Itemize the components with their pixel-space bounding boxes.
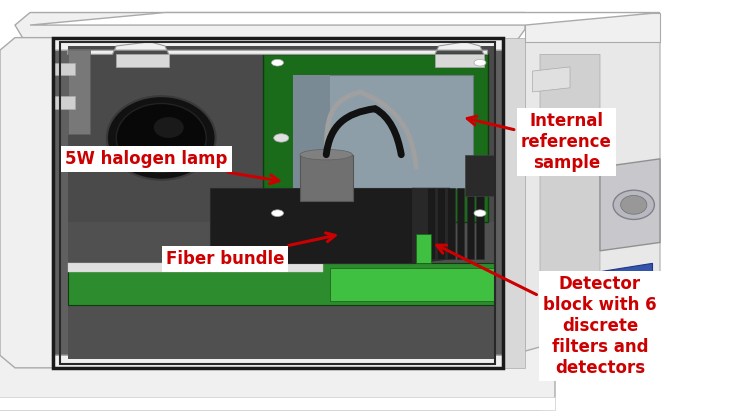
- Polygon shape: [600, 263, 652, 314]
- Text: Internal
reference
sample: Internal reference sample: [467, 112, 612, 172]
- Polygon shape: [330, 268, 495, 301]
- Polygon shape: [457, 188, 464, 259]
- Circle shape: [272, 59, 284, 66]
- Polygon shape: [525, 42, 660, 376]
- Polygon shape: [465, 155, 495, 196]
- Polygon shape: [292, 75, 330, 188]
- Circle shape: [474, 210, 486, 217]
- Ellipse shape: [154, 117, 184, 138]
- Polygon shape: [466, 188, 474, 259]
- Polygon shape: [255, 46, 495, 230]
- Circle shape: [274, 134, 289, 142]
- Polygon shape: [525, 13, 660, 42]
- Polygon shape: [53, 38, 503, 368]
- Polygon shape: [437, 188, 445, 259]
- Polygon shape: [68, 42, 488, 54]
- Polygon shape: [600, 159, 660, 251]
- Ellipse shape: [116, 103, 206, 173]
- Polygon shape: [15, 13, 525, 50]
- Polygon shape: [30, 13, 660, 25]
- Polygon shape: [503, 38, 525, 368]
- Polygon shape: [68, 50, 90, 134]
- Polygon shape: [476, 188, 484, 259]
- Circle shape: [272, 210, 284, 217]
- Polygon shape: [53, 96, 75, 109]
- Polygon shape: [68, 263, 495, 305]
- Polygon shape: [68, 263, 322, 272]
- Polygon shape: [68, 46, 255, 359]
- Polygon shape: [68, 222, 495, 359]
- Ellipse shape: [621, 196, 646, 214]
- Polygon shape: [0, 397, 555, 410]
- Ellipse shape: [106, 96, 216, 180]
- Polygon shape: [116, 54, 169, 67]
- Ellipse shape: [614, 190, 654, 219]
- Polygon shape: [0, 38, 53, 368]
- Text: 5W halogen lamp: 5W halogen lamp: [65, 150, 279, 184]
- Text: Fiber bundle: Fiber bundle: [166, 233, 335, 268]
- Polygon shape: [262, 54, 488, 222]
- Polygon shape: [532, 67, 570, 92]
- Polygon shape: [435, 54, 484, 67]
- Polygon shape: [413, 188, 450, 263]
- Polygon shape: [427, 188, 435, 259]
- Text: Detector
block with 6
discrete
filters and
detectors: Detector block with 6 discrete filters a…: [436, 245, 657, 377]
- Polygon shape: [210, 188, 412, 263]
- Polygon shape: [447, 188, 454, 259]
- Polygon shape: [416, 234, 431, 263]
- Polygon shape: [300, 155, 352, 201]
- Polygon shape: [292, 75, 472, 188]
- Circle shape: [474, 59, 486, 66]
- Polygon shape: [0, 343, 555, 410]
- Polygon shape: [540, 54, 600, 359]
- Polygon shape: [53, 63, 75, 75]
- Ellipse shape: [300, 150, 352, 160]
